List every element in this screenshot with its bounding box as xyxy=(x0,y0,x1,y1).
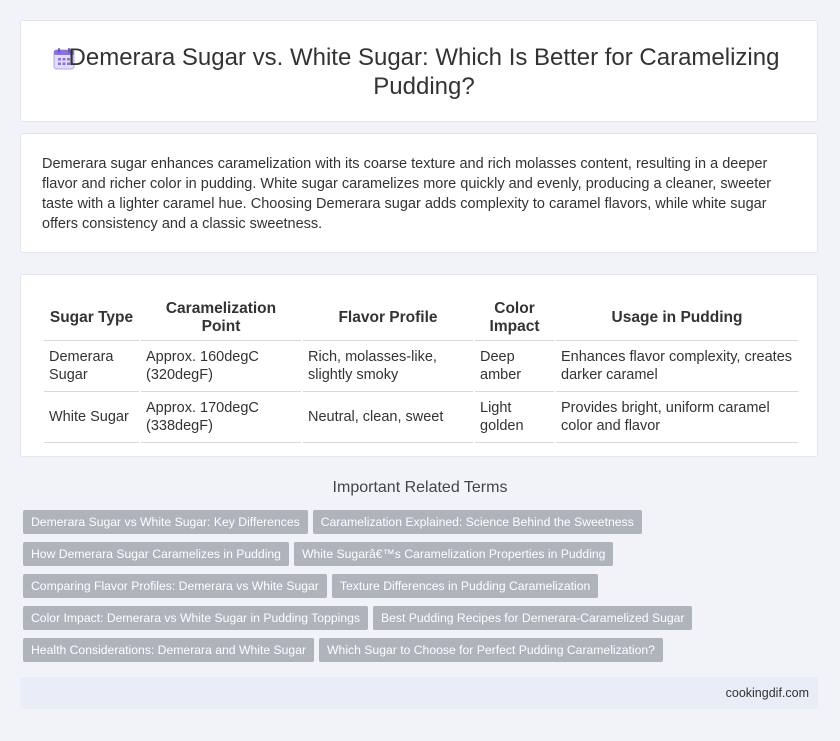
related-term-tag[interactable]: Demerara Sugar vs White Sugar: Key Diffe… xyxy=(23,510,308,534)
column-header: Caramelization Point xyxy=(139,296,302,341)
related-term-tag[interactable]: Best Pudding Recipes for Demerara-Carame… xyxy=(373,606,693,630)
related-term-tag[interactable]: Caramelization Explained: Science Behind… xyxy=(312,510,642,534)
title-card: Demerara Sugar vs. White Sugar: Which Is… xyxy=(20,20,818,122)
related-term-tag[interactable]: Color Impact: Demerara vs White Sugar in… xyxy=(23,606,368,630)
table-row: Demerara Sugar Approx. 160degC (320degF)… xyxy=(44,340,798,392)
related-terms-list: Demerara Sugar vs White Sugar: Key Diffe… xyxy=(23,510,703,670)
column-header: Usage in Pudding xyxy=(554,296,798,341)
table-cell: Approx. 160degC (320degF) xyxy=(139,340,302,392)
intro-paragraph: Demerara sugar enhances caramelization w… xyxy=(42,156,772,232)
related-term-tag[interactable]: Texture Differences in Pudding Carameliz… xyxy=(331,574,599,598)
table-cell: Deep amber xyxy=(473,340,555,392)
related-terms-heading: Important Related Terms xyxy=(332,479,508,496)
site-name[interactable]: cookingdif.com xyxy=(725,686,809,700)
footer: cookingdif.com xyxy=(20,677,818,709)
table-cell: Enhances flavor complexity, creates dark… xyxy=(554,340,798,392)
table-row: White Sugar Approx. 170degC (338degF) Ne… xyxy=(44,391,798,443)
related-term-tag[interactable]: White Sugarâ€™s Caramelization Propertie… xyxy=(293,542,614,566)
related-term-tag[interactable]: Comparing Flavor Profiles: Demerara vs W… xyxy=(23,574,327,598)
table-cell: Provides bright, uniform caramel color a… xyxy=(554,391,798,443)
calendar-icon xyxy=(53,48,75,70)
table-cell: Approx. 170degC (338degF) xyxy=(139,391,302,443)
table-cell: Demerara Sugar xyxy=(44,340,140,392)
table-cell: White Sugar xyxy=(44,391,140,443)
related-term-tag[interactable]: Health Considerations: Demerara and Whit… xyxy=(23,638,315,662)
page-title: Demerara Sugar vs. White Sugar: Which Is… xyxy=(68,44,780,100)
table-header-row: Sugar Type Caramelization Point Flavor P… xyxy=(44,296,798,341)
intro-card: Demerara sugar enhances caramelization w… xyxy=(20,133,818,253)
table-cell: Light golden xyxy=(473,391,555,443)
column-header: Flavor Profile xyxy=(301,296,474,341)
table-cell: Neutral, clean, sweet xyxy=(301,391,474,443)
comparison-table: Sugar Type Caramelization Point Flavor P… xyxy=(44,296,798,443)
column-header: Sugar Type xyxy=(49,309,134,326)
related-term-tag[interactable]: Which Sugar to Choose for Perfect Puddin… xyxy=(319,638,663,662)
related-term-tag[interactable]: How Demerara Sugar Caramelizes in Puddin… xyxy=(23,542,289,566)
column-header: Color Impact xyxy=(473,296,555,341)
table-cell: Rich, molasses-like, slightly smoky xyxy=(301,340,474,392)
comparison-card: Sugar Type Caramelization Point Flavor P… xyxy=(20,274,818,457)
